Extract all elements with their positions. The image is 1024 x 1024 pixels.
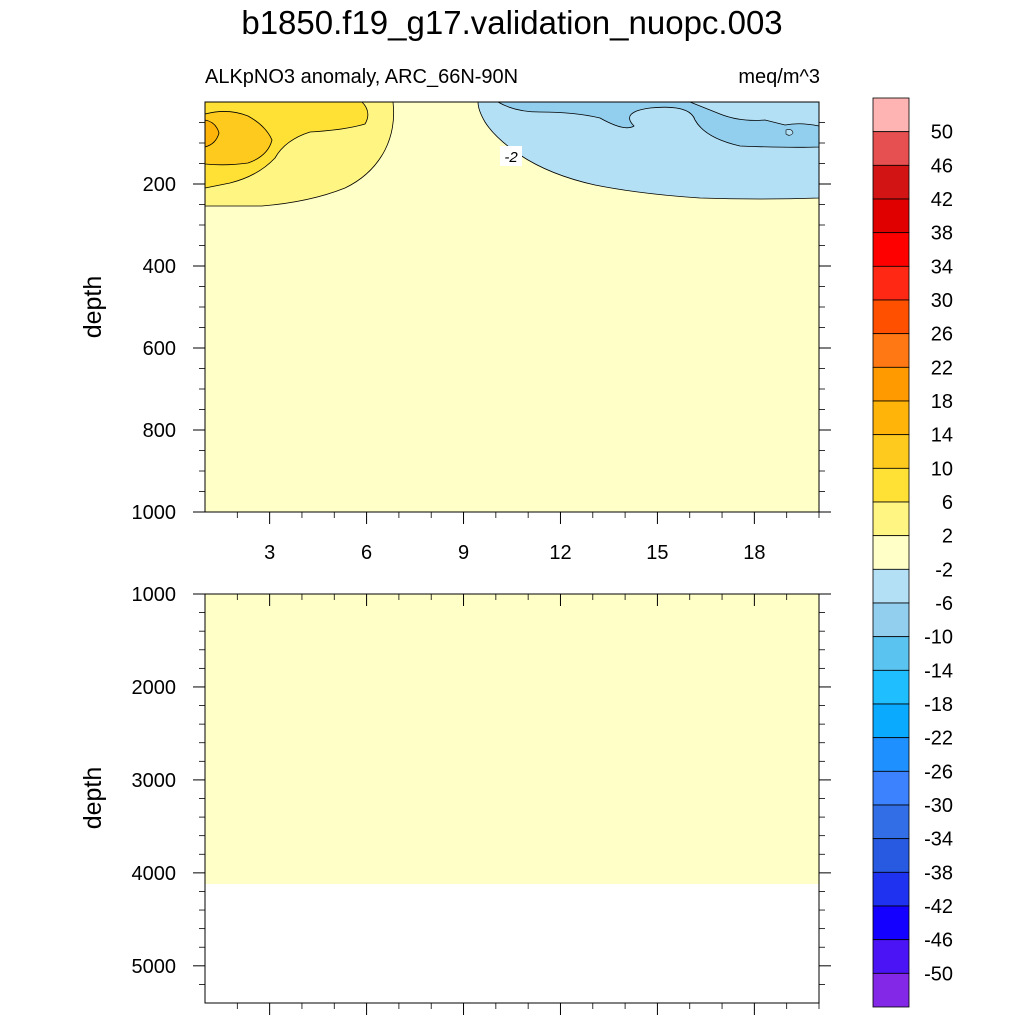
colorbar-label: 22 [931, 357, 953, 379]
colorbar-swatch [872, 501, 910, 537]
colorbar-swatch [872, 737, 910, 772]
contour-island-neg10 [785, 129, 794, 136]
contour-label-background [500, 146, 522, 166]
lower-y-tick-label: 3000 [132, 770, 177, 792]
colorbar-label: 42 [931, 189, 953, 211]
colorbar-label: 34 [931, 256, 953, 278]
colorbar-label: -2 [935, 559, 953, 581]
colorbar-label: -10 [924, 627, 953, 649]
colorbar-label: -26 [924, 761, 953, 783]
contour-label: -2 [504, 149, 518, 166]
upper-x-tick-label: 9 [458, 542, 469, 564]
contour-fill-neg10-to-neg6 [496, 101, 820, 148]
contour-fill-10-to-14 [204, 111, 273, 166]
lower-y-tick-label: 4000 [132, 863, 177, 885]
colorbar-label: 10 [931, 458, 953, 480]
colorbar-label: 26 [931, 324, 953, 346]
colorbar-swatch [872, 97, 910, 133]
colorbar-swatch [872, 434, 910, 469]
panel-subtitle-left: ALKpNO3 anomaly, ARC_66N-90N [205, 66, 518, 88]
colorbar-swatch [872, 905, 910, 941]
colorbar-swatch [872, 669, 910, 705]
colorbar-swatch [872, 568, 910, 604]
contour-fill-14-to-18 [204, 119, 220, 148]
upper-axis-ticks: 200 400 600 800 1000 3 6 9 12 15 18 [132, 122, 831, 564]
colorbar-label: -38 [924, 862, 953, 884]
upper-x-tick-label: 3 [264, 542, 275, 564]
upper-x-tick-label: 12 [549, 542, 571, 564]
colorbar-swatch [872, 366, 910, 402]
colorbar-label: 6 [942, 492, 953, 514]
colorbar-label: 2 [942, 526, 953, 548]
upper-y-tick-label: 200 [143, 174, 176, 196]
colorbar-swatch [872, 400, 910, 436]
colorbar-swatch [872, 838, 910, 873]
colorbar-swatch [872, 972, 910, 1008]
colorbar-swatch [872, 198, 910, 234]
colorbar-swatch [872, 770, 910, 806]
colorbar-label: 14 [931, 425, 953, 447]
colorbar-label: 50 [931, 122, 953, 144]
colorbar-swatch [872, 131, 910, 166]
colorbar-label: -46 [924, 930, 953, 952]
lower-y-tick-label: 5000 [132, 956, 177, 978]
upper-x-tick-label: 6 [361, 542, 372, 564]
upper-panel: -2 200 400 600 800 1000 3 6 9 12 15 18 depth [79, 101, 831, 564]
colorbar-swatch [872, 299, 910, 335]
colorbar-swatch [872, 636, 910, 671]
upper-y-tick-label: 400 [143, 256, 176, 278]
colorbar-label: -42 [924, 896, 953, 918]
colorbar-swatch [872, 804, 910, 840]
colorbar: 50 46 42 38 34 30 26 22 18 14 10 6 2 -2 -6 -10 -14 -18 -22… [872, 97, 953, 1008]
colorbar-swatch [872, 232, 910, 267]
colorbar-label: -6 [935, 593, 953, 615]
panel-subtitle-units: meq/m^3 [738, 66, 820, 88]
upper-y-tick-label: 1000 [132, 502, 177, 524]
upper-y-tick-label: 800 [143, 420, 176, 442]
colorbar-swatch [872, 164, 910, 200]
lower-y-tick-label: 2000 [132, 677, 177, 699]
colorbar-label: -50 [924, 963, 953, 985]
colorbar-swatch [872, 939, 910, 974]
upper-x-tick-label: 15 [646, 542, 668, 564]
colorbar-label: 46 [931, 155, 953, 177]
colorbar-swatch [872, 333, 910, 368]
colorbar-swatch [872, 871, 910, 907]
colorbar-label: -30 [924, 795, 953, 817]
colorbar-label: 18 [931, 391, 953, 413]
colorbar-label: 30 [931, 290, 953, 312]
upper-y-tick-label: 600 [143, 338, 176, 360]
colorbar-label: -18 [924, 694, 953, 716]
colorbar-label: -22 [924, 728, 953, 750]
colorbar-swatch [872, 265, 910, 301]
colorbar-label: -14 [924, 660, 953, 682]
colorbar-swatch [872, 535, 910, 570]
colorbar-swatch [872, 703, 910, 739]
lower-y-tick-label: 1000 [132, 584, 177, 606]
colorbar-label: 38 [931, 223, 953, 245]
chart-title: b1850.f19_g17.validation_nuopc.003 [241, 4, 782, 41]
upper-x-tick-label: 18 [743, 542, 765, 564]
colorbar-swatch [872, 467, 910, 503]
colorbar-swatch [872, 602, 910, 638]
lower-data-fill [205, 594, 819, 885]
colorbar-label: -34 [924, 829, 953, 851]
lower-panel: 1000 2000 3000 4000 5000 depth [79, 584, 831, 1015]
lower-y-axis-label: depth [79, 767, 107, 830]
upper-y-axis-label: depth [79, 276, 107, 339]
lower-axis-ticks: 1000 2000 3000 4000 5000 [132, 584, 831, 1015]
